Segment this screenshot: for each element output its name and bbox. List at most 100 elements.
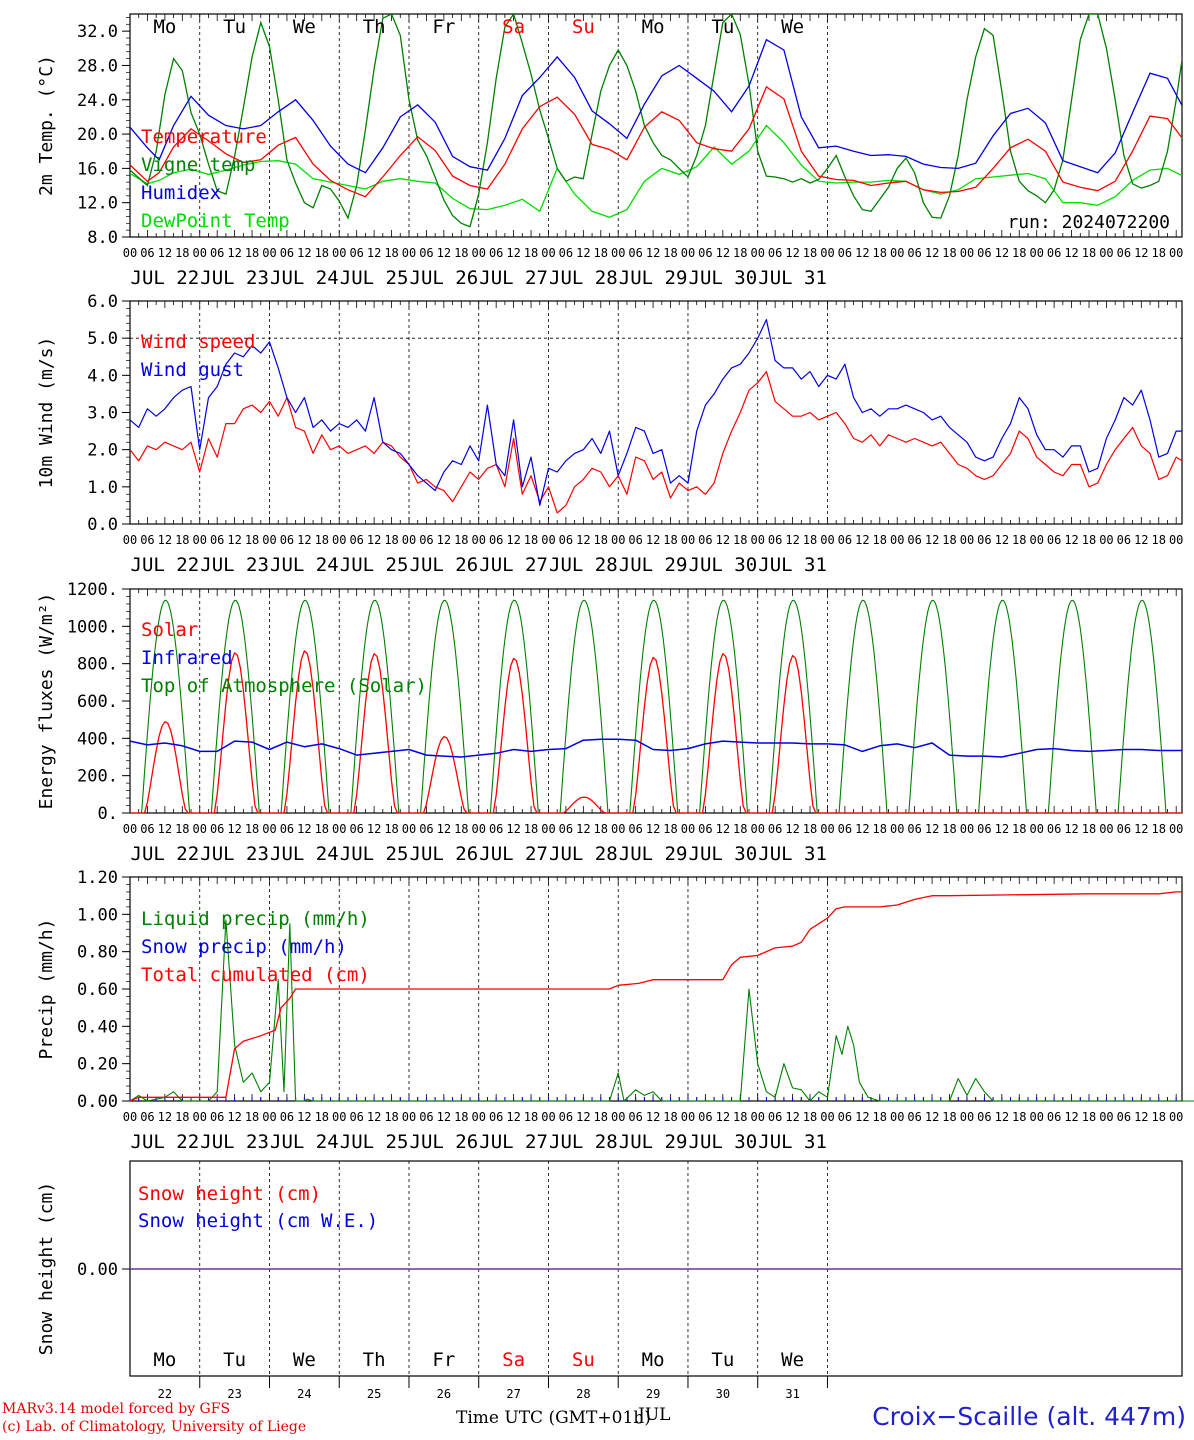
hour-label: 00 [750, 246, 764, 260]
day-number: 24 [297, 1387, 311, 1400]
hour-label: 18 [1152, 246, 1166, 260]
weekday-label: Fr [432, 1349, 455, 1371]
day-number: 27 [506, 1387, 520, 1400]
hour-label: 06 [1047, 1110, 1061, 1124]
hour-label: 18 [245, 1110, 259, 1124]
hour-label: 12 [367, 533, 381, 547]
hour-label: 12 [855, 822, 869, 836]
hour-label: 00 [123, 533, 137, 547]
weekday-label: Tu [223, 1349, 246, 1371]
hour-label: 12 [576, 533, 590, 547]
hour-label: 00 [1099, 822, 1113, 836]
hour-label: 06 [489, 246, 503, 260]
y-tick-label: 200. [77, 767, 118, 787]
legend-humidex: Humidex [141, 182, 221, 204]
hour-label: 00 [820, 246, 834, 260]
date-label: JUL 30 [689, 1131, 758, 1153]
y-axis-label: Energy fluxes (W/m²) [36, 593, 57, 810]
hour-label: 00 [890, 533, 904, 547]
day-number: 22 [158, 1387, 172, 1400]
date-label: JUL 22 [131, 267, 200, 289]
hour-label: 06 [210, 246, 224, 260]
hour-label: 06 [419, 822, 433, 836]
hour-label: 12 [925, 1110, 939, 1124]
hour-label: 00 [262, 533, 276, 547]
date-label: JUL 29 [619, 843, 688, 865]
y-tick-label: 600. [77, 692, 118, 712]
series-liquid-precip [129, 919, 1194, 1102]
y-tick-label: 0.60 [77, 980, 118, 1000]
hour-label: 12 [158, 1110, 172, 1124]
hour-label: 18 [454, 533, 468, 547]
weekday-label: Fr [432, 16, 455, 38]
hour-label: 12 [1064, 246, 1078, 260]
hour-label: 00 [262, 246, 276, 260]
hour-label: 12 [995, 246, 1009, 260]
weekday-label: Sa [502, 16, 525, 38]
hour-label: 18 [524, 533, 538, 547]
weekday-label: Tu [711, 1349, 734, 1371]
date-label: JUL 27 [479, 843, 548, 865]
date-label: JUL 28 [549, 554, 618, 576]
credit-lab: (c) Lab. of Climatology, University of L… [2, 1419, 307, 1435]
hour-label: 00 [1029, 533, 1043, 547]
legend-snow-height-cm-w-e-: Snow height (cm W.E.) [138, 1210, 378, 1232]
hour-label: 18 [873, 533, 887, 547]
date-label: JUL 26 [410, 1131, 479, 1153]
hour-label: 00 [750, 533, 764, 547]
legend-temperature: Temperature [141, 126, 267, 148]
hour-label: 18 [245, 822, 259, 836]
hour-label: 12 [1134, 822, 1148, 836]
date-label: JUL 22 [131, 554, 200, 576]
hour-label: 06 [768, 822, 782, 836]
date-label: JUL 31 [758, 267, 827, 289]
hour-label: 06 [628, 533, 642, 547]
date-label: JUL 22 [131, 843, 200, 865]
y-tick-label: 0.40 [77, 1017, 118, 1037]
hour-label: 12 [1064, 533, 1078, 547]
legend-snow-height-cm-: Snow height (cm) [138, 1183, 321, 1205]
hour-label: 12 [437, 1110, 451, 1124]
hour-label: 00 [681, 822, 695, 836]
hour-label: 06 [838, 822, 852, 836]
hour-label: 18 [594, 246, 608, 260]
hour-label: 06 [489, 533, 503, 547]
legend-total-cumulated-cm-: Total cumulated (cm) [141, 964, 370, 986]
hour-label: 06 [768, 1110, 782, 1124]
hour-label: 12 [506, 1110, 520, 1124]
hour-label: 12 [716, 822, 730, 836]
y-tick-label: 1000. [67, 617, 118, 637]
hour-label: 12 [227, 246, 241, 260]
hour-label: 12 [576, 822, 590, 836]
legend-dewpoint-temp: DewPoint Temp [141, 210, 290, 232]
hour-label: 18 [873, 1110, 887, 1124]
y-tick-label: 3.0 [87, 404, 118, 424]
hour-label: 18 [663, 533, 677, 547]
hour-label: 12 [367, 246, 381, 260]
hour-label: 18 [733, 533, 747, 547]
date-label: JUL 30 [689, 267, 758, 289]
hour-label: 12 [297, 533, 311, 547]
day-number: 31 [785, 1387, 799, 1400]
hour-label: 00 [472, 533, 486, 547]
hour-label: 18 [1012, 822, 1026, 836]
date-label: JUL 24 [270, 554, 339, 576]
series-wind-speed [129, 371, 1183, 514]
hour-label: 18 [942, 822, 956, 836]
hour-label: 00 [1099, 533, 1113, 547]
series-wind-gust [129, 319, 1182, 506]
hour-label: 06 [977, 1110, 991, 1124]
hour-label: 00 [820, 1110, 834, 1124]
y-tick-label: 24.0 [77, 91, 118, 111]
date-label: JUL 27 [479, 267, 548, 289]
date-label: JUL 27 [479, 1131, 548, 1153]
hour-label: 12 [158, 822, 172, 836]
date-label: JUL 23 [200, 1131, 269, 1153]
hour-label: 18 [663, 822, 677, 836]
legend-top-of-atmosphere-solar-: Top of Atmosphere (Solar) [141, 675, 427, 697]
hour-label: 12 [646, 1110, 660, 1124]
hour-label: 06 [698, 822, 712, 836]
legend-wind-gust: Wind gust [141, 359, 244, 381]
hour-label: 12 [716, 533, 730, 547]
hour-label: 12 [506, 822, 520, 836]
